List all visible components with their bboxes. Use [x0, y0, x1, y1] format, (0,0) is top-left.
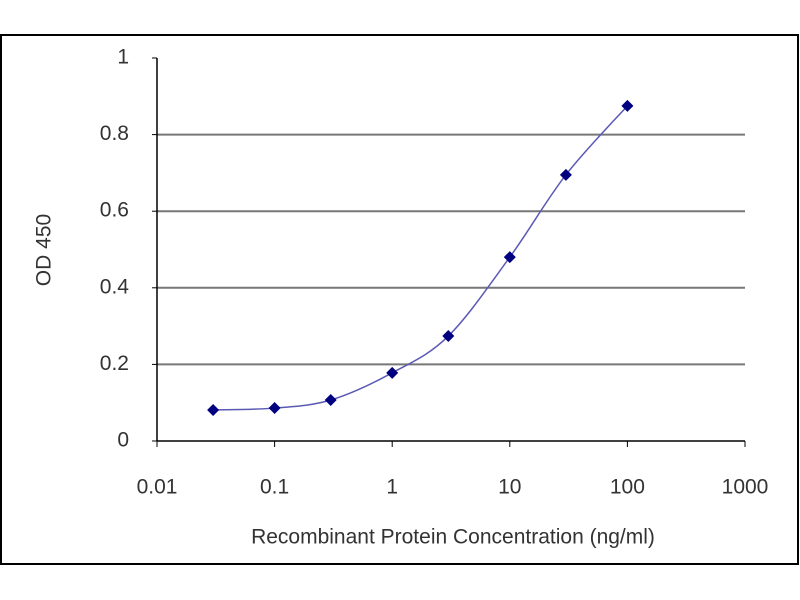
x-tick-label: 1 [386, 476, 398, 499]
x-tick-label: 0.01 [137, 476, 178, 499]
x-axis-label: Recombinant Protein Concentration (ng/ml… [251, 526, 655, 549]
y-tick-label: 0.6 [100, 199, 129, 222]
y-tick-label: 0 [117, 429, 129, 452]
data-point [442, 330, 455, 343]
data-point [559, 168, 572, 181]
data-point [621, 99, 634, 112]
data-point [268, 402, 281, 415]
chart-frame [0, 34, 799, 565]
x-tick-label: 100 [610, 476, 645, 499]
y-axis-label: OD 450 [33, 214, 56, 286]
x-tick-label: 0.1 [260, 476, 289, 499]
data-point [207, 403, 220, 416]
x-tick-label: 10 [498, 476, 521, 499]
data-point [503, 251, 516, 264]
data-point [386, 366, 399, 379]
y-tick-label: 1 [117, 46, 129, 69]
y-tick-label: 0.8 [100, 122, 129, 145]
data-point [324, 394, 337, 407]
y-tick-label: 0.4 [100, 275, 130, 298]
y-tick-label: 0.2 [100, 352, 129, 375]
x-tick-label: 1000 [722, 476, 769, 499]
